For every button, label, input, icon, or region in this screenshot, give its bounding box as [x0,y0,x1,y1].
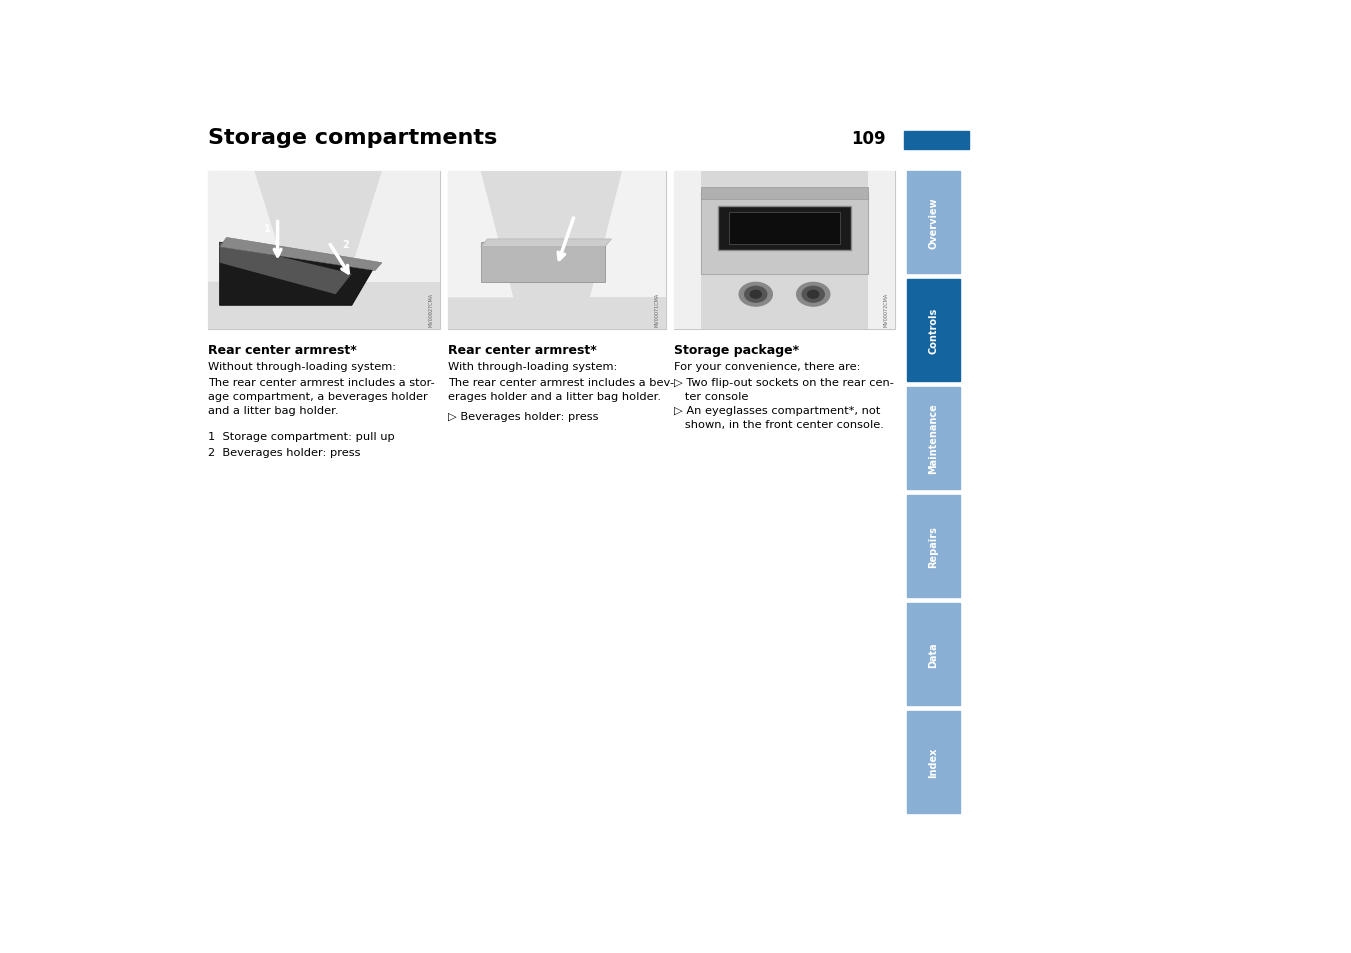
Text: Overview: Overview [928,197,939,249]
Bar [208,172,440,330]
Polygon shape [347,172,440,282]
Text: ▷ Beverages holder: press: ▷ Beverages holder: press [449,412,598,421]
Polygon shape [220,243,351,294]
Bar [869,172,894,330]
Text: Controls: Controls [928,308,939,354]
Circle shape [744,287,767,303]
Bar [701,188,869,200]
Text: 1: 1 [263,224,270,233]
Bar [449,172,666,330]
Text: Rear center armrest*: Rear center armrest* [449,344,597,356]
Polygon shape [674,172,894,330]
Text: MV00071CMA: MV00071CMA [654,293,659,327]
Text: Rear center armrest*: Rear center armrest* [208,344,357,356]
Polygon shape [481,240,612,248]
Circle shape [739,283,773,307]
Polygon shape [220,243,376,306]
Polygon shape [208,172,289,282]
Bar [719,207,851,251]
Circle shape [750,291,762,299]
Polygon shape [589,172,666,298]
Text: Without through-loading system:: Without through-loading system: [208,361,396,372]
Text: ▷ Two flip-out sockets on the rear cen-
   ter console
▷ An eyeglasses compartme: ▷ Two flip-out sockets on the rear cen- … [674,377,894,430]
Text: The rear center armrest includes a bev-
erages holder and a litter bag holder.: The rear center armrest includes a bev- … [449,377,674,401]
Bar [907,603,961,705]
Bar [907,280,961,381]
Text: 109: 109 [851,130,886,148]
Circle shape [802,287,824,303]
Circle shape [808,291,819,299]
Bar [701,193,869,274]
Polygon shape [449,172,513,298]
Polygon shape [481,243,605,282]
Text: 1  Storage compartment: pull up
2  Beverages holder: press: 1 Storage compartment: pull up 2 Beverag… [208,432,394,457]
Circle shape [797,283,830,307]
Bar [907,172,961,274]
Bar [904,132,969,150]
Bar [907,388,961,490]
Bar [907,496,961,598]
Text: MV00927CMA: MV00927CMA [428,293,434,327]
Text: With through-loading system:: With through-loading system: [449,361,617,372]
Text: For your convenience, there are:: For your convenience, there are: [674,361,861,372]
Polygon shape [449,172,666,330]
Polygon shape [208,172,440,330]
Text: Storage compartments: Storage compartments [208,128,497,148]
Bar [674,172,701,330]
Text: 2: 2 [343,239,350,250]
Bar [730,213,840,244]
Text: Maintenance: Maintenance [928,403,939,474]
Bar [907,711,961,813]
Text: The rear center armrest includes a stor-
age compartment, a beverages holder
and: The rear center armrest includes a stor-… [208,377,435,416]
Bar [674,172,894,330]
Text: MV00072CMA: MV00072CMA [884,293,889,327]
Polygon shape [220,238,382,272]
Text: Data: Data [928,641,939,667]
Text: Repairs: Repairs [928,525,939,567]
Text: Index: Index [928,747,939,778]
Text: Storage package*: Storage package* [674,344,800,356]
